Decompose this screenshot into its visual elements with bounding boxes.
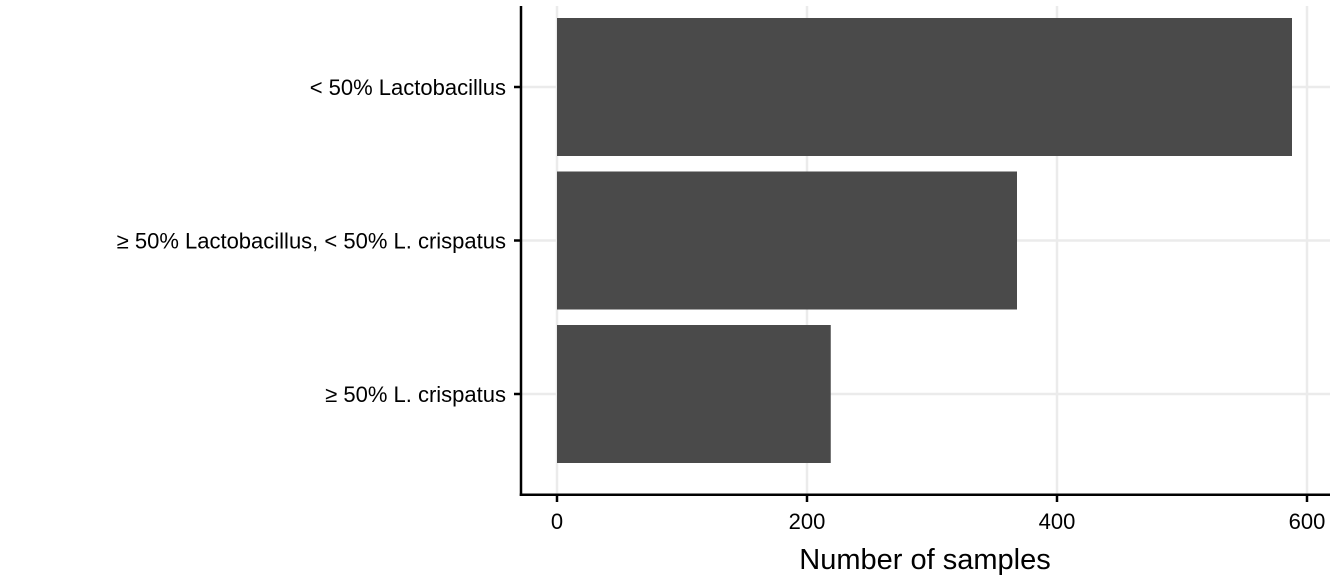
y-tick-label-2: ≥ 50% L. crispatus xyxy=(325,382,506,407)
bar-2 xyxy=(557,325,831,463)
x-tick-label-600: 600 xyxy=(1289,509,1326,534)
bar-0 xyxy=(557,18,1292,156)
x-tick-label-400: 400 xyxy=(1039,509,1076,534)
y-axis-ticks: < 50% Lactobacillus ≥ 50% Lactobacillus, … xyxy=(117,75,521,407)
x-tick-label-0: 0 xyxy=(551,509,563,534)
y-tick-label-1: ≥ 50% Lactobacillus, < 50% L. crispatus xyxy=(117,229,506,254)
x-axis-title: Number of samples xyxy=(799,544,1050,576)
x-axis-ticks: 0 200 400 600 xyxy=(551,495,1325,534)
bar-1 xyxy=(557,171,1017,310)
x-tick-label-200: 200 xyxy=(789,509,826,534)
bar-layer xyxy=(557,18,1292,463)
y-tick-label-0: < 50% Lactobacillus xyxy=(310,75,506,100)
